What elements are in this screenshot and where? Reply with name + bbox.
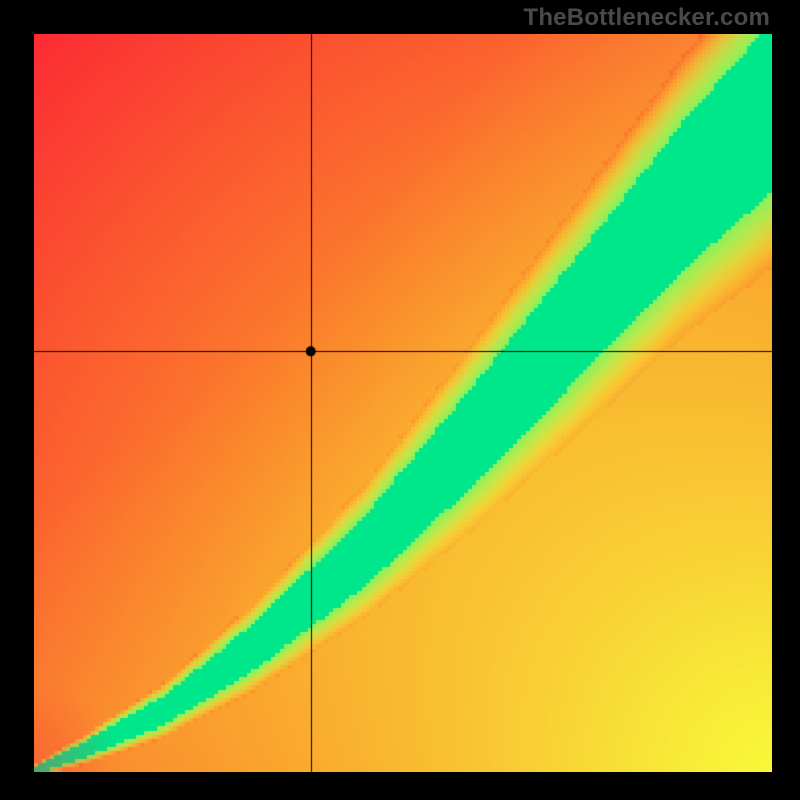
watermark-text: TheBottlenecker.com — [523, 4, 770, 32]
crosshair-overlay — [0, 0, 800, 800]
chart-container: TheBottlenecker.com — [0, 0, 800, 800]
